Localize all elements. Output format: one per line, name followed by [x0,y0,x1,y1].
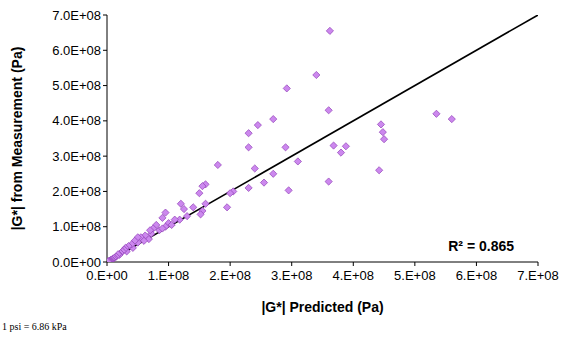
y-tick [103,50,107,51]
y-tick [103,156,107,157]
data-point [270,170,277,177]
x-tick-label: 2.E+08 [209,268,251,283]
chart: 0.E+00 1.E+08 2.E+08 3.E+08 4.E+08 5.E+08 6.E+… [0,0,568,340]
data-point [294,158,301,165]
y-tick [103,15,107,16]
data-point [380,136,387,143]
y-tick-label: 3.0E+08 [52,149,101,164]
y-tick-label: 1.0E+08 [52,219,101,234]
x-tick [538,262,539,266]
y-tick-label: 4.0E+08 [52,113,101,128]
x-tick-label: 7.E+08 [517,268,559,283]
data-point [107,258,111,262]
data-point [326,27,333,34]
data-point [330,142,337,149]
x-tick [353,262,354,266]
y-tick-label: 0.0E+00 [52,255,101,270]
data-point [270,115,277,122]
x-tick [168,262,169,266]
data-point [245,184,252,191]
data-point [325,178,332,185]
y-tick [103,262,107,263]
plot-area [107,15,538,262]
x-axis-label: |G*| Predicted (Pa) [261,299,383,315]
data-point [140,237,147,244]
data-point [251,165,258,172]
y-tick-label: 7.0E+08 [52,8,101,23]
data-point [313,71,320,78]
y-axis [107,15,108,262]
data-point [202,200,209,207]
equality-line [107,15,538,262]
y-axis-label: |G*| from Measurement (Pa) [9,47,25,231]
data-point [433,110,440,117]
y-tick [103,85,107,86]
data-point [245,144,252,151]
x-axis [107,262,538,263]
data-point [107,258,112,262]
x-tick [476,262,477,266]
data-point [147,227,154,234]
x-tick-label: 6.E+08 [456,268,498,283]
data-point [376,167,383,174]
x-tick [291,262,292,266]
data-point [282,144,289,151]
y-tick-label: 2.0E+08 [52,184,101,199]
data-point [342,143,349,150]
data-point [260,179,267,186]
x-tick-label: 3.E+08 [271,268,313,283]
x-tick [414,262,415,266]
x-tick-label: 4.E+08 [332,268,374,283]
data-point [285,187,292,194]
x-tick [107,262,108,266]
data-point [377,121,384,128]
data-point [199,183,206,190]
data-point [227,190,234,197]
x-tick-label: 0.E+00 [86,268,128,283]
footnote: 1 psi = 6.86 kPa [2,321,67,332]
data-point [325,107,332,114]
x-tick-label: 1.E+08 [148,268,190,283]
data-point [223,204,230,211]
data-point [283,85,290,92]
data-point [197,211,204,218]
y-tick [103,120,107,121]
x-tick [230,262,231,266]
data-point [190,204,197,211]
data-point [183,213,190,220]
y-tick [103,191,107,192]
data-point [214,161,221,168]
data-point [448,115,455,122]
r-squared: R² = 0.865 [448,238,514,254]
data-point [254,121,261,128]
y-tick-label: 5.0E+08 [52,78,101,93]
y-tick [103,226,107,227]
y-tick-label: 6.0E+08 [52,43,101,58]
data-point [159,225,166,232]
data-point [196,190,203,197]
data-point [337,149,344,156]
data-point [168,221,175,228]
data-point [177,200,184,207]
data-point [245,130,252,137]
x-tick-label: 5.E+08 [394,268,436,283]
data-point [379,129,386,136]
data-point [159,214,166,221]
